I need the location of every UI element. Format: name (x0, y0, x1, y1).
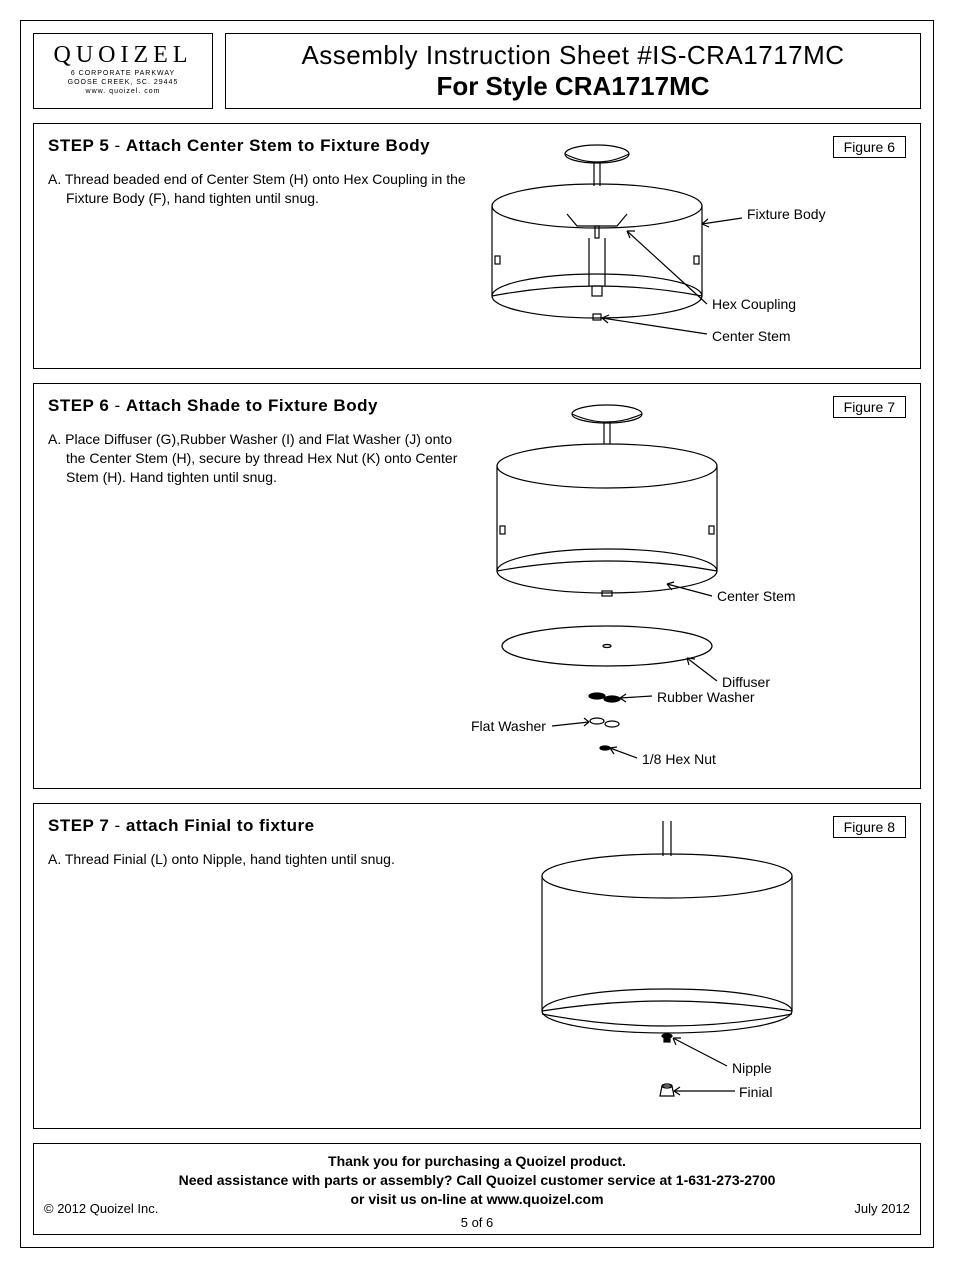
logo-url: www. quoizel. com (46, 87, 200, 96)
figure6-svg (477, 136, 817, 356)
step7-text: STEP 7 - attach Finial to fixture A. Thr… (48, 816, 477, 1116)
step7-title: STEP 7 - attach Finial to fixture (48, 816, 467, 836)
callout-hex-nut: 1/8 Hex Nut (642, 751, 716, 767)
title-line2: For Style CRA1717MC (232, 71, 914, 102)
title-line1: Assembly Instruction Sheet #IS-CRA1717MC (232, 40, 914, 71)
figure8-area: Figure 8 (477, 816, 906, 1116)
step6-num: STEP 6 (48, 396, 109, 415)
footer-l1: Thank you for purchasing a Quoizel produ… (46, 1152, 908, 1171)
callout-hex-coupling: Hex Coupling (712, 296, 796, 312)
figure6-label: Figure 6 (833, 136, 906, 158)
header-row: QUOIZEL 6 CORPORATE PARKWAY GOOSE CREEK,… (33, 33, 921, 109)
callout-center-stem2: Center Stem (717, 588, 796, 604)
title-box: Assembly Instruction Sheet #IS-CRA1717MC… (225, 33, 921, 109)
step5-text: STEP 5 - Attach Center Stem to Fixture B… (48, 136, 477, 356)
dash: - (115, 396, 126, 415)
step5-num: STEP 5 (48, 136, 109, 155)
step5-box: STEP 5 - Attach Center Stem to Fixture B… (33, 123, 921, 369)
step6-box: STEP 6 - Attach Shade to Fixture Body A.… (33, 383, 921, 789)
step6-name: Attach Shade to Fixture Body (126, 396, 378, 415)
figure8-svg (467, 816, 847, 1116)
step6-title: STEP 6 - Attach Shade to Fixture Body (48, 396, 467, 416)
callout-diffuser: Diffuser (722, 674, 770, 690)
logo-addr1: 6 CORPORATE PARKWAY (46, 69, 200, 78)
step7-body: A. Thread Finial (L) onto Nipple, hand t… (48, 850, 467, 869)
figure6-area: Figure 6 (477, 136, 906, 356)
step7-num: STEP 7 (48, 816, 109, 835)
footer-l3: or visit us on-line at www.quoizel.com (46, 1190, 908, 1209)
step6-text: STEP 6 - Attach Shade to Fixture Body A.… (48, 396, 477, 776)
step5-body: A. Thread beaded end of Center Stem (H) … (48, 170, 467, 208)
callout-finial: Finial (739, 1084, 772, 1100)
callout-rubber-washer: Rubber Washer (657, 689, 755, 705)
step7-box: STEP 7 - attach Finial to fixture A. Thr… (33, 803, 921, 1129)
step6-body: A. Place Diffuser (G),Rubber Washer (I) … (48, 430, 467, 487)
footer-box: Thank you for purchasing a Quoizel produ… (33, 1143, 921, 1235)
logo-addr2: GOOSE CREEK, SC. 29445 (46, 78, 200, 87)
step7-name: attach Finial to fixture (126, 816, 315, 835)
footer-date: July 2012 (854, 1201, 910, 1216)
figure7-area: Figure 7 (477, 396, 906, 776)
figure7-label: Figure 7 (833, 396, 906, 418)
page-num: 5 of 6 (46, 1215, 908, 1230)
callout-fixture-body: Fixture Body (747, 206, 826, 222)
dash: - (115, 816, 126, 835)
logo-brand: QUOIZEL (46, 42, 200, 69)
footer-copyright: © 2012 Quoizel Inc. (44, 1201, 158, 1216)
step5-name: Attach Center Stem to Fixture Body (126, 136, 430, 155)
step5-title: STEP 5 - Attach Center Stem to Fixture B… (48, 136, 467, 156)
page-border: QUOIZEL 6 CORPORATE PARKWAY GOOSE CREEK,… (20, 20, 934, 1248)
callout-flat-washer: Flat Washer (471, 718, 546, 734)
logo-box: QUOIZEL 6 CORPORATE PARKWAY GOOSE CREEK,… (33, 33, 213, 109)
footer-l2: Need assistance with parts or assembly? … (46, 1171, 908, 1190)
callout-center-stem: Center Stem (712, 328, 791, 344)
dash: - (115, 136, 126, 155)
callout-nipple: Nipple (732, 1060, 772, 1076)
